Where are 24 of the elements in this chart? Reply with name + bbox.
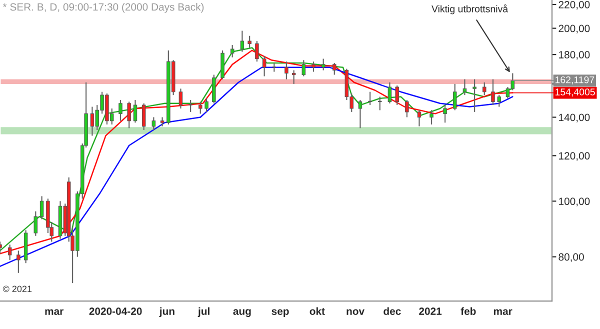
x-tick-label: feb — [460, 307, 476, 315]
x-tick-label: aug — [233, 309, 251, 317]
chart-title: * SER. B, D, 09:00-17:30 (2000 Days Back) — [2, 3, 204, 13]
x-tick-label: 2021 — [419, 308, 442, 315]
x-tick-label: mar — [494, 309, 512, 315]
y-tick-label: 180,00 — [559, 51, 590, 60]
y-tick-label: 220,00 — [558, 0, 590, 10]
y-tick-label: 140,00 — [559, 114, 590, 122]
x-tick-label: 2020-04-20 — [89, 308, 142, 315]
y-tick-label: 100,00 — [559, 198, 590, 206]
annotation: Viktig utbrottsnivå — [432, 4, 508, 14]
x-tick-label: nov — [346, 309, 365, 315]
annotation: © 2021 — [2, 286, 32, 292]
annotation: 162,1197 — [556, 76, 594, 84]
y-tick-label: 80,00 — [558, 253, 584, 262]
x-tick-label: mar — [45, 309, 64, 315]
annotation: 154,4005 — [556, 88, 595, 97]
x-tick-label: dec — [384, 307, 401, 315]
x-tick-label: jun — [159, 307, 174, 317]
x-tick-label: okt — [310, 307, 325, 315]
x-tick-label: sep — [272, 309, 289, 317]
y-tick-label: 120,00 — [559, 152, 590, 161]
y-tick-label: 200,00 — [558, 24, 590, 34]
x-tick-label: jul — [198, 307, 210, 317]
